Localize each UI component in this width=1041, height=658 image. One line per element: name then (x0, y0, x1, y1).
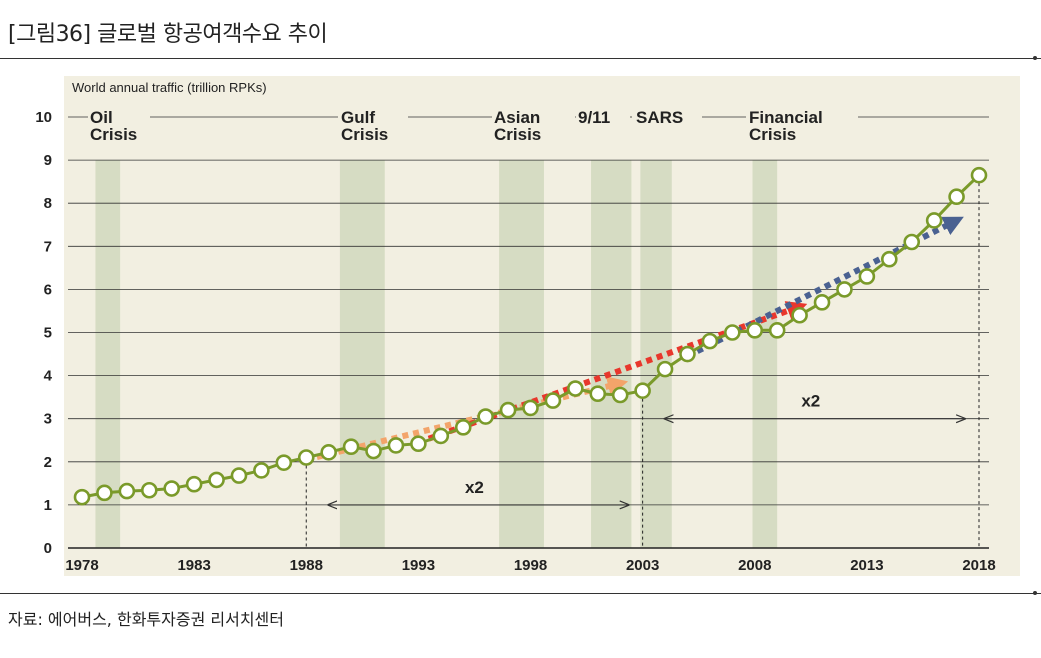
x-tick-label: 1993 (402, 557, 435, 574)
y-tick-label: 1 (44, 497, 52, 514)
data-point (813, 294, 831, 311)
data-point (275, 454, 293, 471)
crisis-band (95, 160, 121, 548)
crisis-label: Gulf (341, 108, 375, 127)
figure-title: [그림36] 글로벌 항공여객수요 추이 (8, 22, 328, 47)
data-point (567, 380, 584, 397)
data-point (746, 322, 764, 339)
rule-end-dot (1033, 591, 1037, 595)
y-tick-label: 5 (44, 325, 52, 342)
crisis-label: Oil (90, 108, 113, 127)
x-tick-label: 1998 (514, 557, 547, 574)
data-point (96, 484, 113, 502)
data-point (253, 462, 270, 479)
crisis-label: 9/11 (578, 108, 610, 127)
data-point (858, 268, 876, 285)
y-tick-label: 9 (44, 152, 52, 169)
data-point (925, 212, 943, 229)
data-point (342, 438, 360, 456)
data-point (297, 449, 315, 466)
source-note: 자료: 에어버스, 한화투자증권 리서치센터 (8, 610, 284, 629)
data-point (230, 467, 248, 484)
y-tick-label: 2 (44, 454, 52, 471)
crisis-label: Crisis (749, 125, 796, 144)
data-point (701, 332, 719, 350)
data-point (724, 324, 741, 341)
data-point (880, 250, 898, 268)
data-point (903, 233, 921, 251)
data-point (611, 386, 629, 404)
data-point (208, 471, 225, 489)
data-point (185, 475, 203, 493)
trend-arrow (305, 376, 629, 463)
y-tick-label: 0 (44, 540, 52, 557)
x-tick-label: 2008 (738, 557, 771, 574)
crisis-band (591, 160, 632, 548)
doubling-label: x2 (801, 392, 820, 411)
data-point (679, 345, 696, 363)
y-tick-label: 6 (44, 281, 52, 298)
data-point (948, 188, 965, 206)
y-tick-label: 7 (44, 238, 52, 255)
crisis-label: SARS (636, 108, 683, 127)
data-point (432, 427, 450, 445)
data-point (836, 281, 853, 298)
data-point (387, 437, 405, 454)
y-tick-label: 3 (44, 411, 52, 428)
crisis-label: Asian (494, 108, 540, 127)
x-tick-label: 1988 (290, 557, 323, 574)
bottom-rule (0, 591, 1041, 595)
y-tick-label: 4 (44, 368, 53, 385)
crisis-label: Crisis (494, 125, 541, 144)
data-point (140, 481, 158, 499)
data-point (634, 382, 651, 399)
rule-end-dot (1033, 56, 1037, 60)
data-point (544, 392, 562, 409)
data-point (589, 385, 607, 403)
data-point (118, 482, 136, 500)
doubling-label: x2 (465, 478, 484, 497)
data-point (410, 435, 427, 452)
crisis-label: Crisis (90, 125, 137, 144)
data-point (454, 419, 472, 436)
crisis-band (339, 160, 385, 548)
data-point (970, 166, 988, 184)
data-point (791, 306, 808, 324)
y-tick-label: 10 (35, 109, 52, 126)
data-point (320, 444, 337, 461)
x-tick-label: 1978 (65, 557, 98, 574)
crisis-band (499, 160, 544, 548)
y-tick-label: 8 (44, 195, 52, 212)
data-point (365, 442, 382, 460)
x-tick-label: 2003 (626, 557, 659, 574)
top-rule (0, 56, 1041, 60)
data-point (656, 360, 674, 378)
crisis-band (640, 160, 672, 548)
data-point (73, 488, 91, 506)
y-axis-label: World annual traffic (trillion RPKs) (72, 80, 267, 95)
crisis-label: Financial (749, 108, 823, 127)
data-point (477, 408, 494, 425)
data-point (768, 322, 786, 339)
traffic-chart: 0 1 2 3 4 5 6 7 8 9 10 1978 1983 1988 1993 1998 2003 2008… (35, 76, 1020, 576)
x-tick-label: 2018 (962, 557, 995, 574)
data-point (163, 480, 180, 497)
crisis-band (752, 160, 778, 548)
x-tick-label: 2013 (850, 557, 883, 574)
data-point (499, 401, 517, 419)
data-point (522, 399, 539, 417)
x-tick-label: 1983 (177, 557, 210, 574)
crisis-label: Crisis (341, 125, 388, 144)
